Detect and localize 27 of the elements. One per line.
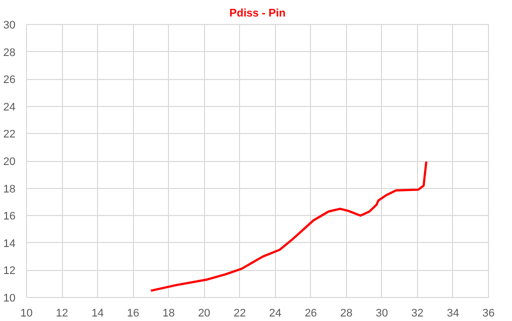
x-tick-label: 22 xyxy=(234,308,246,320)
x-tick-label: 16 xyxy=(127,308,140,320)
x-tick-label: 36 xyxy=(482,308,495,320)
chart-title: Pdiss - Pin xyxy=(229,8,286,20)
x-tick-label: 34 xyxy=(446,308,460,320)
x-tick-label: 18 xyxy=(162,308,175,320)
y-tick-label: 16 xyxy=(3,210,16,223)
x-tick-label: 12 xyxy=(56,308,68,320)
y-tick-label: 20 xyxy=(3,156,16,168)
line-series xyxy=(150,160,428,292)
y-tick-label: 14 xyxy=(3,238,16,250)
x-tick-label: 30 xyxy=(376,308,388,320)
x-tick-label: 20 xyxy=(198,308,210,320)
x-tick-label: 28 xyxy=(340,308,352,320)
y-tick-label: 12 xyxy=(3,265,16,278)
x-tick-label: 32 xyxy=(411,308,424,320)
x-tick-label: 24 xyxy=(269,308,282,320)
y-tick-label: 30 xyxy=(3,20,16,32)
x-tick-label: 26 xyxy=(304,308,317,320)
y-tick-label: 28 xyxy=(3,46,16,59)
y-tick-label: 18 xyxy=(3,183,16,196)
y-tick-label: 24 xyxy=(3,101,16,114)
y-tick-label: 22 xyxy=(3,128,16,141)
x-tick-label: 14 xyxy=(91,308,104,320)
y-tick-label: 26 xyxy=(3,74,16,86)
y-tick-label: 10 xyxy=(3,292,16,304)
x-tick-label: 10 xyxy=(20,308,33,320)
